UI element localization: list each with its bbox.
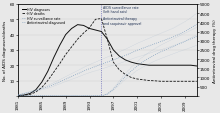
Legend: HIV diagnoses, HIV deaths, HIV surveillance rate, Antiretroviral diagnosed: HIV diagnoses, HIV deaths, HIV surveilla…: [21, 7, 66, 25]
Text: Antiretroviral therapy
and saquinavir approval: Antiretroviral therapy and saquinavir ap…: [103, 17, 142, 26]
Text: AIDS surveillance rate
(left-hand axis): AIDS surveillance rate (left-hand axis): [103, 6, 139, 14]
Y-axis label: No. of AIDS diagnoses/deaths: No. of AIDS diagnoses/deaths: [4, 21, 7, 80]
Y-axis label: Antiretroviral drug therapy (%): Antiretroviral drug therapy (%): [213, 19, 216, 82]
